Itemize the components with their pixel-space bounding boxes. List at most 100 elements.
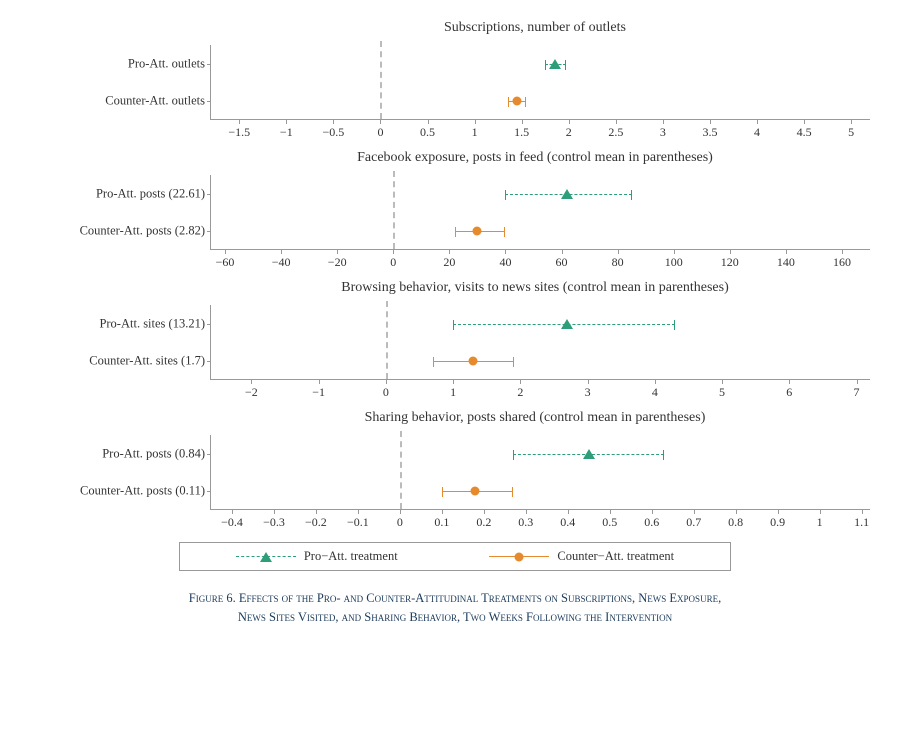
x-tick-label: 0.1 [434, 515, 449, 530]
x-tick-label: −0.2 [305, 515, 327, 530]
error-bar-cap [674, 320, 675, 330]
x-tick [453, 379, 454, 384]
x-tick-label: 0 [377, 125, 383, 140]
error-bar-cap [508, 97, 509, 107]
x-tick [655, 379, 656, 384]
x-tick-label: −60 [216, 255, 235, 270]
x-tick-label: 5 [719, 385, 725, 400]
x-tick [568, 509, 569, 514]
x-tick-label: 20 [443, 255, 455, 270]
figure-caption: Figure 6. Effects of the Pro- and Counte… [20, 589, 890, 627]
x-tick [475, 119, 476, 124]
x-tick-label: 0 [383, 385, 389, 400]
x-tick-label: 0 [390, 255, 396, 270]
x-tick-label: 5 [848, 125, 854, 140]
plot-area: −1.5−1−0.500.511.522.533.544.55Pro-Att. … [210, 40, 870, 140]
x-tick-label: 1 [472, 125, 478, 140]
error-bar-cap [565, 60, 566, 70]
x-tick [358, 509, 359, 514]
error-bar-cap [631, 190, 632, 200]
x-tick-label: 1.1 [854, 515, 869, 530]
x-tick-label: 4.5 [797, 125, 812, 140]
y-tick [207, 361, 211, 362]
x-tick [569, 119, 570, 124]
x-tick [251, 379, 252, 384]
x-tick [862, 509, 863, 514]
x-tick [386, 379, 387, 384]
x-tick [239, 119, 240, 124]
panel-0: Subscriptions, number of outlets−1.5−1−0… [20, 20, 890, 140]
x-tick [337, 249, 338, 254]
error-bar-cap [525, 97, 526, 107]
series-row-pro: Pro-Att. outlets [211, 45, 870, 82]
x-tick-label: −0.3 [263, 515, 285, 530]
y-tick [207, 454, 211, 455]
x-tick [820, 509, 821, 514]
error-bar-cap [455, 227, 456, 237]
x-tick-label: 0.7 [686, 515, 701, 530]
x-tick [588, 379, 589, 384]
x-tick-label: 3.5 [702, 125, 717, 140]
y-axis-label: Pro-Att. posts (22.61) [20, 186, 211, 201]
x-tick-label: 60 [556, 255, 568, 270]
x-tick [694, 509, 695, 514]
x-tick [674, 249, 675, 254]
x-tick [505, 249, 506, 254]
plot-inner: −2−101234567Pro-Att. sites (13.21)Counte… [210, 305, 870, 380]
y-axis-label: Pro-Att. sites (13.21) [20, 316, 211, 331]
circle-marker-icon [515, 553, 524, 562]
figure-6: Subscriptions, number of outlets−1.5−1−0… [20, 20, 890, 627]
x-tick [842, 249, 843, 254]
x-tick [400, 509, 401, 514]
x-tick [618, 249, 619, 254]
plot-area: −60−40−20020406080100120140160Pro-Att. p… [210, 170, 870, 270]
x-tick-label: −1 [312, 385, 325, 400]
x-tick-label: 140 [777, 255, 795, 270]
x-tick [610, 509, 611, 514]
x-tick [722, 379, 723, 384]
x-tick-label: 0 [397, 515, 403, 530]
y-axis-label: Counter-Att. sites (1.7) [20, 353, 211, 368]
triangle-marker-icon [561, 189, 573, 199]
error-bar-cap [433, 357, 434, 367]
circle-marker-icon [471, 486, 480, 495]
y-tick [207, 101, 211, 102]
error-bar-cap [663, 450, 664, 460]
x-tick-label: 120 [721, 255, 739, 270]
series-row-pro: Pro-Att. posts (22.61) [211, 175, 870, 212]
x-tick-label: 0.5 [420, 125, 435, 140]
x-tick-label: 0.3 [518, 515, 533, 530]
x-tick-label: −0.5 [322, 125, 344, 140]
y-tick [207, 231, 211, 232]
x-tick-label: 160 [833, 255, 851, 270]
x-tick-label: 80 [612, 255, 624, 270]
x-tick [281, 249, 282, 254]
x-tick [778, 509, 779, 514]
x-tick [857, 379, 858, 384]
legend-line-pro [236, 556, 296, 557]
x-tick-label: 0.8 [728, 515, 743, 530]
x-tick [286, 119, 287, 124]
x-tick-label: 1 [817, 515, 823, 530]
triangle-marker-icon [260, 552, 272, 562]
x-tick [710, 119, 711, 124]
x-tick-label: 3 [585, 385, 591, 400]
x-tick [316, 509, 317, 514]
panel-title: Facebook exposure, posts in feed (contro… [20, 150, 890, 166]
series-row-counter: Counter-Att. posts (2.82) [211, 212, 870, 249]
plot-inner: −0.4−0.3−0.2−0.100.10.20.30.40.50.60.70.… [210, 435, 870, 510]
x-tick-label: 0.4 [560, 515, 575, 530]
circle-marker-icon [469, 356, 478, 365]
panels-container: Subscriptions, number of outlets−1.5−1−0… [20, 20, 890, 530]
panel-title: Subscriptions, number of outlets [20, 20, 890, 36]
x-tick [380, 119, 381, 124]
error-bar-cap [512, 487, 513, 497]
x-tick [526, 509, 527, 514]
y-tick [207, 194, 211, 195]
x-tick [562, 249, 563, 254]
legend-label-counter: Counter−Att. treatment [557, 549, 674, 564]
x-tick [232, 509, 233, 514]
y-axis-label: Counter-Att. outlets [20, 93, 211, 108]
plot-area: −2−101234567Pro-Att. sites (13.21)Counte… [210, 300, 870, 400]
x-tick-label: 1.5 [514, 125, 529, 140]
